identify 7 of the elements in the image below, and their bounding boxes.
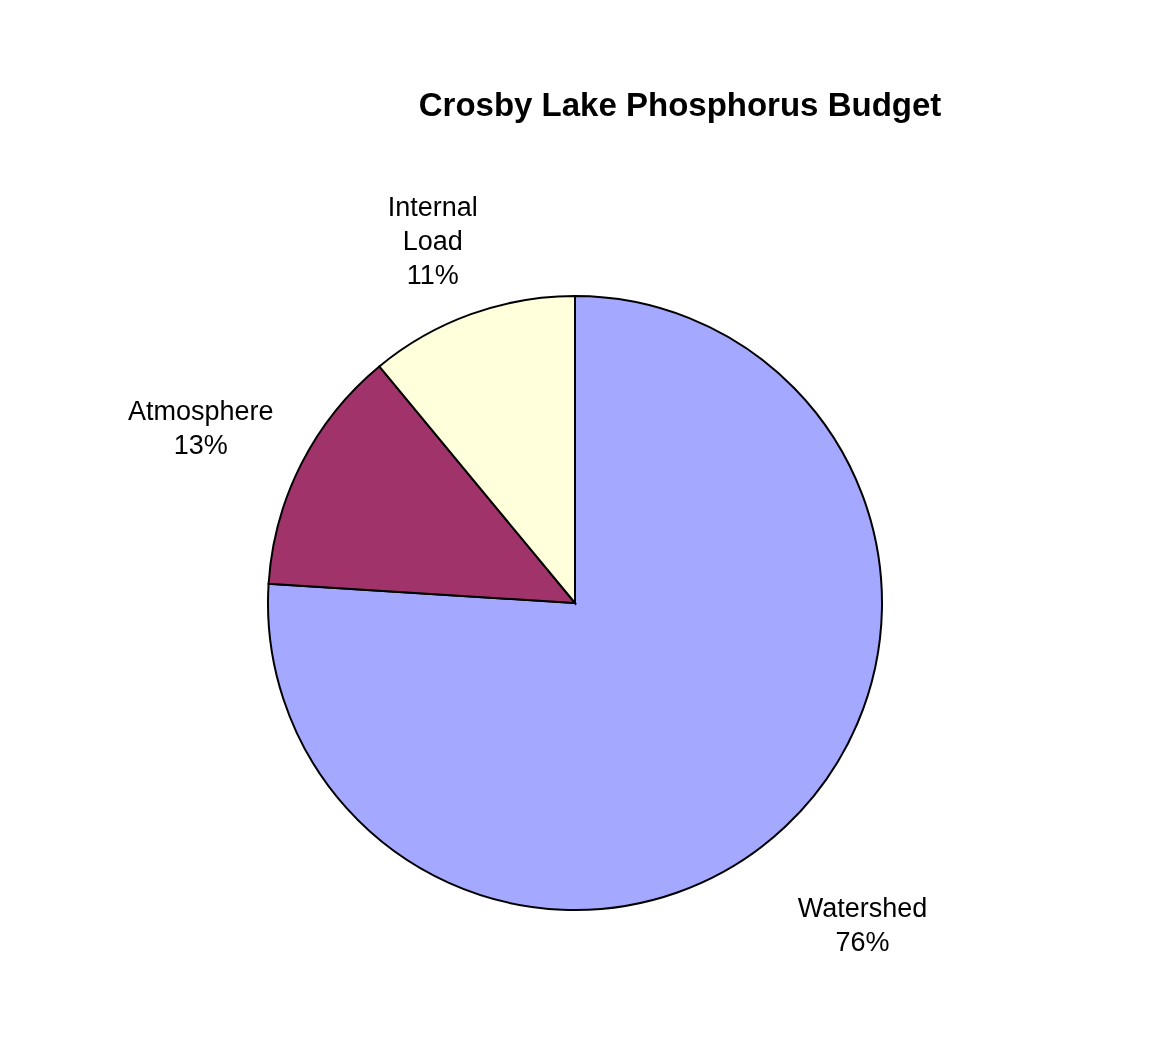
data-label: 13% (173, 430, 228, 461)
slice-label: Watershed (797, 893, 928, 924)
slice-label: Internal Load (387, 191, 478, 256)
chart-title: Crosby Lake Phosphorus Budget (418, 86, 942, 123)
data-label: 76% (835, 927, 890, 958)
data-label: 11% (406, 259, 459, 290)
slice-label: Atmosphere (127, 396, 274, 427)
